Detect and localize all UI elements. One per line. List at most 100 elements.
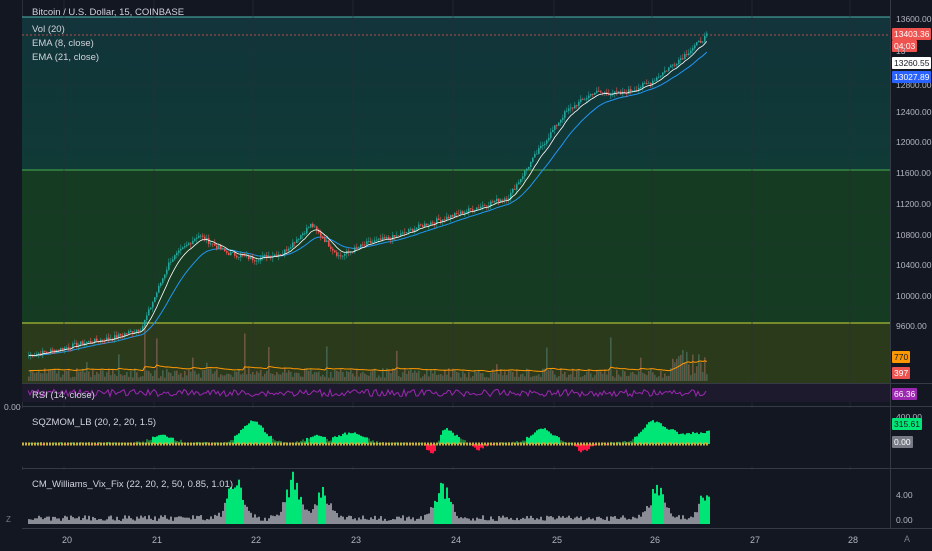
vix-bar bbox=[708, 497, 710, 524]
vix-bar bbox=[418, 519, 420, 524]
volume-bar bbox=[112, 369, 114, 381]
legend-vol[interactable]: Vol (20) bbox=[32, 24, 65, 35]
vix-bar bbox=[100, 519, 102, 524]
volume-bar bbox=[606, 375, 608, 381]
volume-bar bbox=[472, 376, 474, 381]
volume-bar bbox=[120, 374, 122, 381]
volume-bar bbox=[416, 373, 418, 381]
vix-bar bbox=[70, 516, 72, 524]
legend-ema8[interactable]: EMA (8, close) bbox=[32, 38, 94, 49]
legend-rsi[interactable]: RSI (14, close) bbox=[32, 390, 95, 401]
vix-bar bbox=[676, 517, 678, 524]
volume-bar bbox=[186, 375, 188, 381]
volume-bar bbox=[212, 374, 214, 381]
candle-body bbox=[434, 223, 436, 224]
time-label: 23 bbox=[351, 535, 361, 545]
candle-body bbox=[456, 213, 458, 214]
vix-bar bbox=[226, 499, 228, 524]
candle-body bbox=[480, 207, 482, 208]
volume-bar bbox=[54, 369, 56, 381]
sqz-bar bbox=[448, 430, 450, 444]
volume-bar bbox=[580, 377, 582, 381]
candle-body bbox=[538, 148, 540, 154]
candle-body bbox=[262, 256, 264, 258]
vix-bar bbox=[50, 521, 52, 524]
chart-canvas[interactable] bbox=[22, 0, 890, 528]
candle-body bbox=[618, 92, 620, 93]
candle-body bbox=[560, 120, 562, 123]
vix-bar bbox=[260, 521, 262, 524]
sqz-bar bbox=[262, 428, 264, 444]
vix-bar bbox=[212, 519, 214, 524]
candle-body bbox=[150, 307, 152, 309]
volume-bar bbox=[276, 372, 278, 381]
candle-body bbox=[116, 335, 118, 338]
volume-bar bbox=[404, 369, 406, 381]
pane-separator[interactable] bbox=[22, 406, 932, 407]
volume-bar bbox=[228, 374, 230, 381]
vix-bar bbox=[566, 517, 568, 524]
candle-body bbox=[202, 236, 204, 237]
vix-bar bbox=[368, 520, 370, 524]
legend-sqz[interactable]: SQZMOM_LB (20, 2, 20, 1.5) bbox=[32, 417, 156, 428]
pane-separator[interactable] bbox=[22, 383, 932, 384]
candle-body bbox=[438, 218, 440, 220]
legend-vix[interactable]: CM_Williams_Vix_Fix (22, 20, 2, 50, 0.85… bbox=[32, 479, 233, 490]
vix-bar bbox=[48, 517, 50, 524]
candle-body bbox=[376, 240, 378, 241]
vix-bar bbox=[400, 518, 402, 524]
sqz-bar bbox=[536, 430, 538, 444]
vix-bar bbox=[284, 502, 286, 524]
time-label: 28 bbox=[848, 535, 858, 545]
candle-body bbox=[380, 239, 382, 240]
candle-body bbox=[662, 73, 664, 76]
vix-bar bbox=[390, 520, 392, 524]
candle-body bbox=[704, 36, 706, 42]
candle-body bbox=[322, 237, 324, 239]
volume-bar bbox=[664, 373, 666, 381]
vix-bar bbox=[444, 499, 446, 524]
candle-body bbox=[164, 274, 166, 278]
zoom-icon[interactable]: Z bbox=[6, 515, 11, 524]
candle-body bbox=[416, 228, 418, 229]
vix-bar bbox=[300, 497, 302, 524]
vix-bar bbox=[154, 516, 156, 524]
candle-body bbox=[334, 251, 336, 253]
vix-bar bbox=[702, 498, 704, 524]
vix-bar bbox=[288, 497, 290, 524]
symbol-title[interactable]: Bitcoin / U.S. Dollar, 15, COINBASE bbox=[32, 7, 184, 18]
pane-separator[interactable] bbox=[22, 468, 932, 469]
volume-bar bbox=[366, 375, 368, 381]
volume-bar bbox=[66, 371, 68, 381]
volume-bar bbox=[646, 375, 648, 381]
candle-body bbox=[548, 138, 550, 140]
volume-bar bbox=[700, 363, 702, 381]
candle-body bbox=[294, 242, 296, 243]
volume-bar bbox=[312, 374, 314, 381]
candle-body bbox=[512, 189, 514, 193]
vix-bar bbox=[114, 520, 116, 524]
sqz-zero-label: 0.00 bbox=[892, 436, 913, 448]
candle-body bbox=[330, 246, 332, 248]
vix-bar bbox=[258, 517, 260, 524]
vix-bar bbox=[616, 519, 618, 524]
candle-body bbox=[96, 339, 98, 341]
vix-bar bbox=[140, 516, 142, 524]
vix-bar bbox=[428, 513, 430, 524]
volume-bar bbox=[518, 377, 520, 381]
candle-body bbox=[250, 257, 252, 259]
vix-bar bbox=[66, 517, 68, 524]
candle-body bbox=[364, 245, 366, 246]
candle-body bbox=[428, 225, 430, 226]
candle-body bbox=[698, 41, 700, 42]
vix-tick: 4.00 bbox=[896, 490, 913, 500]
candle-body bbox=[688, 53, 690, 55]
volume-bar bbox=[68, 370, 70, 381]
volume-bar bbox=[64, 371, 66, 381]
vix-bar bbox=[352, 519, 354, 524]
candle-body bbox=[368, 241, 370, 242]
auto-scale-button[interactable]: A bbox=[904, 534, 910, 544]
candle-body bbox=[422, 225, 424, 227]
legend-ema21[interactable]: EMA (21, close) bbox=[32, 52, 99, 63]
volume-bar bbox=[270, 373, 272, 381]
